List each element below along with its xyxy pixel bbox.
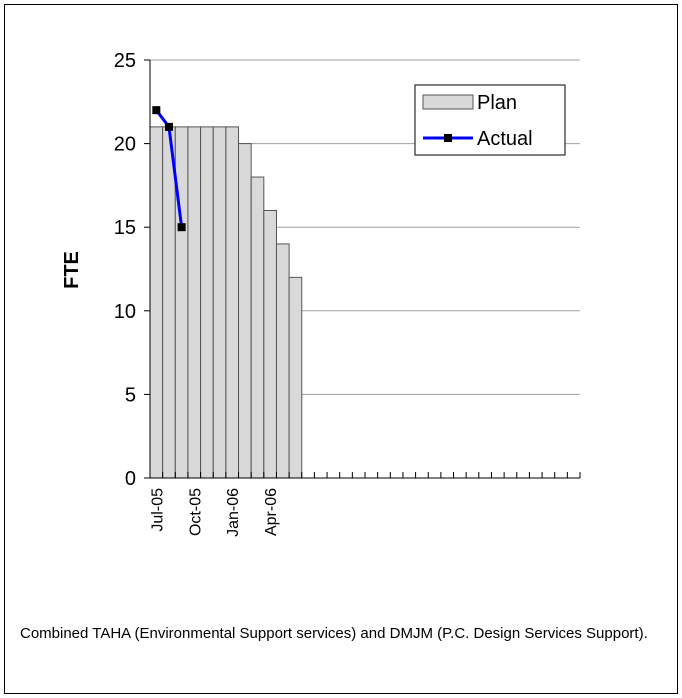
y-tick-label: 0 — [125, 468, 136, 490]
caption: Combined TAHA (Environmental Support ser… — [20, 625, 648, 642]
bar — [149, 126, 164, 479]
bar — [162, 126, 176, 479]
y-tick-label: 10 — [114, 301, 136, 323]
bar — [275, 243, 290, 479]
y-tick-label: 20 — [114, 134, 136, 156]
x-tick-label: Jul-05 — [149, 488, 166, 532]
legend-marker — [444, 134, 452, 142]
bar — [250, 176, 265, 479]
bar — [263, 209, 277, 479]
bar — [288, 276, 303, 479]
y-tick-label: 15 — [114, 217, 136, 239]
legend-swatch — [422, 94, 474, 110]
bar — [200, 126, 214, 479]
bar — [187, 126, 202, 479]
marker — [164, 122, 173, 131]
legend-label: Actual — [477, 128, 533, 150]
bar — [212, 126, 227, 479]
bar — [238, 143, 252, 479]
marker — [152, 106, 161, 115]
y-tick-label: 25 — [114, 50, 136, 72]
x-tick-label: Oct-05 — [187, 488, 204, 536]
bar — [225, 126, 240, 479]
frame — [4, 4, 678, 694]
x-tick-label: Apr-06 — [263, 488, 280, 536]
y-axis-label: FTE — [61, 251, 83, 289]
x-tick-label: Jan-06 — [225, 488, 242, 537]
y-tick-label: 5 — [125, 384, 136, 406]
legend-label: Plan — [477, 92, 517, 114]
bar — [174, 126, 189, 479]
marker — [177, 223, 186, 232]
